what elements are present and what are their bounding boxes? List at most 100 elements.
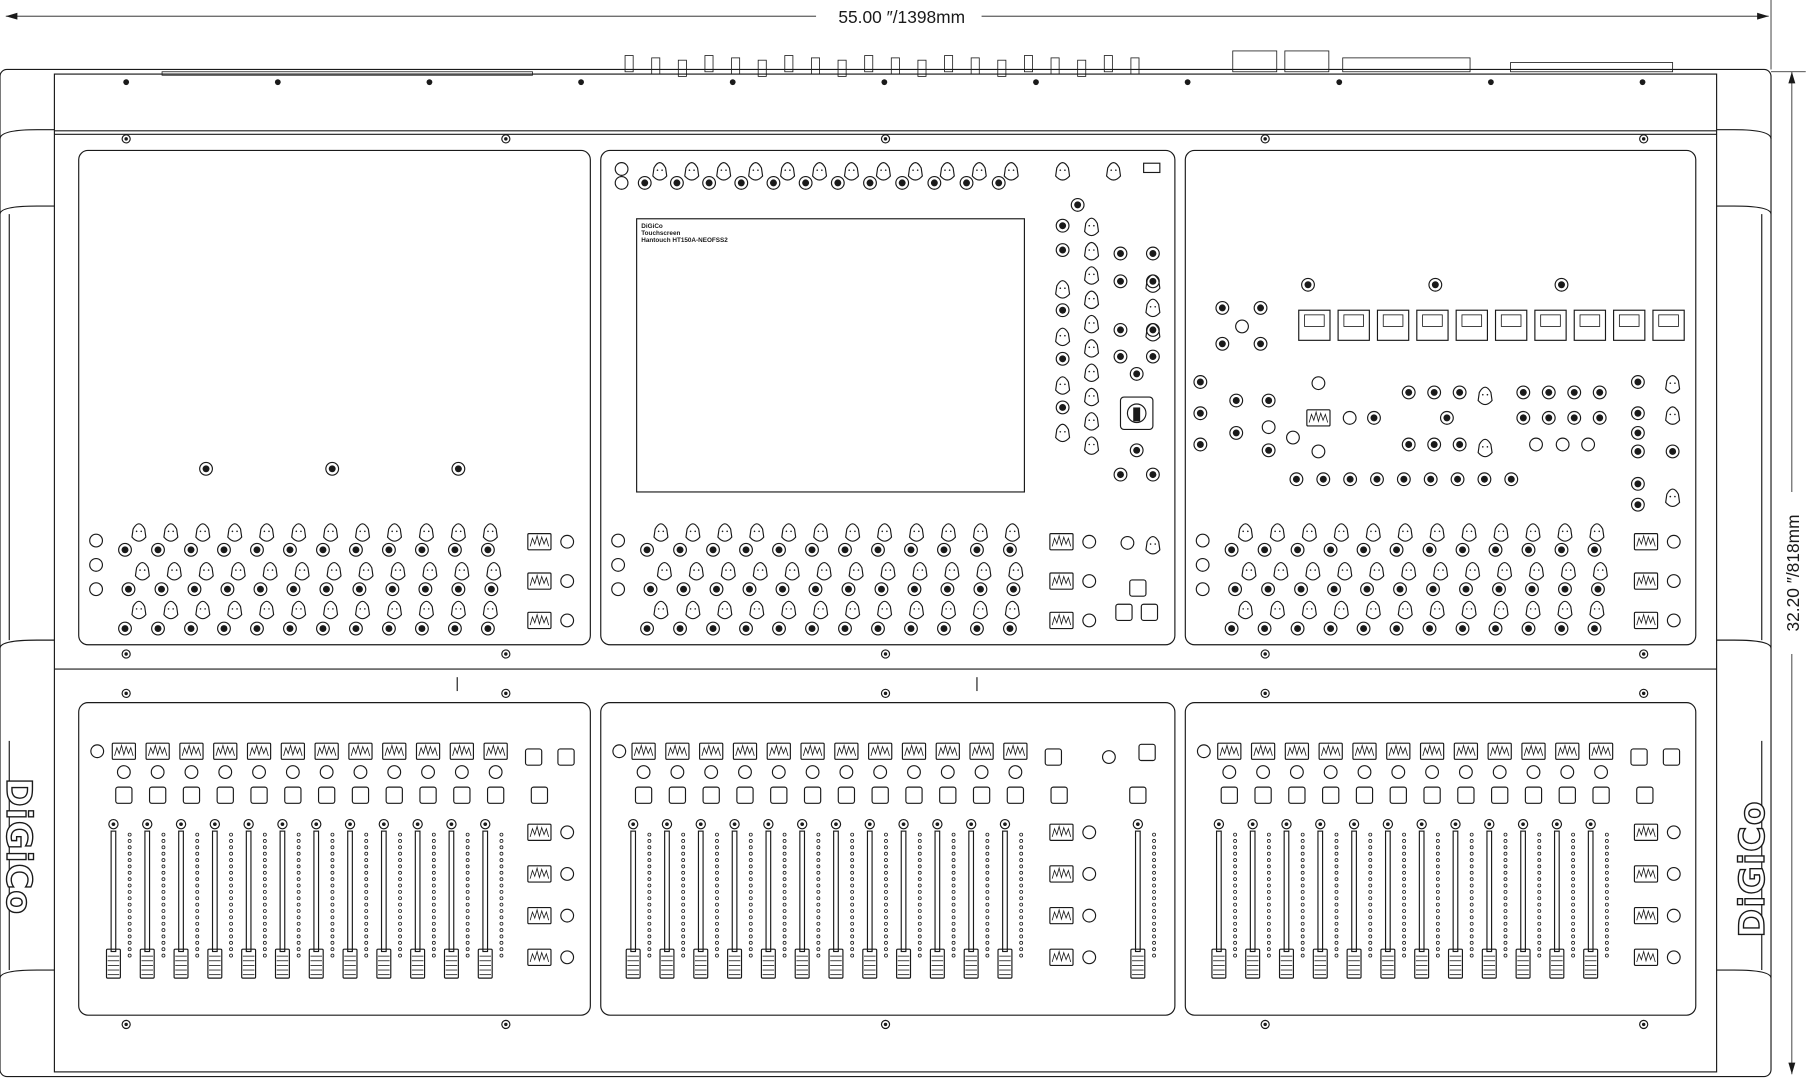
push-button[interactable] [286, 582, 301, 597]
rotary-encoder[interactable] [1525, 523, 1541, 542]
fader-cap-icon[interactable] [342, 948, 358, 979]
push-button[interactable] [709, 582, 724, 597]
push-button[interactable] [838, 621, 852, 636]
fader-cap-icon[interactable] [241, 948, 257, 979]
channel-fader[interactable] [342, 818, 369, 979]
square-button[interactable] [1558, 786, 1576, 804]
rotary-encoder[interactable] [780, 162, 796, 181]
round-button[interactable] [90, 744, 105, 759]
rotary-encoder[interactable] [1557, 600, 1573, 620]
rotary-encoder[interactable] [1301, 600, 1317, 620]
fader-cap-icon[interactable] [929, 948, 945, 979]
channel-fader[interactable] [896, 818, 922, 979]
square-button[interactable] [419, 786, 437, 804]
round-button[interactable] [560, 574, 575, 589]
push-button[interactable] [480, 621, 495, 636]
round-button[interactable] [1082, 534, 1097, 549]
push-button[interactable] [250, 621, 264, 636]
push-button[interactable] [838, 542, 852, 557]
push-button[interactable] [199, 461, 213, 476]
push-button[interactable] [414, 542, 429, 557]
square-button[interactable] [1115, 603, 1133, 622]
square-button[interactable] [1389, 786, 1407, 804]
push-button[interactable] [283, 542, 297, 557]
push-button[interactable] [1567, 410, 1582, 425]
square-button[interactable] [1138, 743, 1156, 762]
round-button[interactable] [771, 765, 786, 780]
push-button[interactable] [1215, 300, 1230, 315]
rotary-encoder[interactable] [1592, 562, 1608, 581]
rotary-encoder[interactable] [262, 562, 278, 581]
push-button[interactable] [1516, 410, 1531, 425]
channel-fader[interactable] [308, 818, 335, 979]
round-button[interactable] [1101, 750, 1116, 764]
round-button[interactable] [805, 765, 820, 780]
push-button[interactable] [1587, 621, 1602, 636]
push-button[interactable] [973, 582, 988, 597]
rotary-encoder[interactable] [358, 562, 374, 581]
round-button[interactable] [1560, 765, 1575, 780]
push-button[interactable] [970, 621, 984, 636]
rotary-encoder[interactable] [1083, 314, 1100, 334]
push-button[interactable] [640, 542, 655, 557]
rotary-encoder[interactable] [653, 523, 669, 542]
square-button[interactable] [1050, 786, 1068, 804]
push-button[interactable] [772, 621, 786, 636]
push-button[interactable] [1290, 621, 1305, 636]
push-button[interactable] [940, 582, 955, 597]
rotary-encoder[interactable] [1055, 376, 1071, 395]
push-button[interactable] [316, 542, 330, 557]
push-button[interactable] [805, 542, 819, 557]
push-button[interactable] [808, 582, 823, 597]
push-button[interactable] [1558, 582, 1572, 597]
round-button[interactable] [89, 557, 104, 572]
rotary-encoder[interactable] [386, 600, 403, 620]
rotary-encoder[interactable] [1083, 436, 1100, 455]
round-button[interactable] [670, 765, 685, 780]
rotary-encoder[interactable] [971, 162, 987, 181]
rotary-encoder[interactable] [752, 562, 768, 581]
push-button[interactable] [895, 175, 910, 190]
rotary-encoder[interactable] [1083, 217, 1100, 237]
push-button[interactable] [352, 582, 367, 597]
rotary-encoder[interactable] [227, 523, 243, 542]
rotary-encoder[interactable] [877, 600, 893, 620]
push-button[interactable] [1290, 542, 1305, 557]
square-button[interactable] [939, 786, 957, 804]
push-button[interactable] [1289, 472, 1304, 487]
round-button[interactable] [285, 765, 300, 780]
rotary-encoder[interactable] [1055, 423, 1071, 443]
round-button[interactable] [1256, 765, 1271, 780]
rotary-encoder[interactable] [1301, 523, 1317, 542]
push-button[interactable] [1488, 542, 1503, 557]
round-button[interactable] [1289, 765, 1304, 780]
rotary-encoder[interactable] [843, 162, 860, 181]
square-button[interactable] [530, 786, 549, 804]
push-button[interactable] [1488, 621, 1503, 636]
round-button[interactable] [1082, 908, 1097, 923]
rotary-encoder[interactable] [422, 562, 438, 581]
round-button[interactable] [488, 765, 503, 780]
push-button[interactable] [1401, 385, 1416, 400]
push-button[interactable] [1055, 303, 1070, 318]
push-button[interactable] [1113, 246, 1128, 261]
round-button[interactable] [704, 765, 719, 780]
rotary-encoder[interactable] [972, 600, 988, 620]
rotary-encoder[interactable] [875, 162, 891, 181]
square-button[interactable] [1288, 786, 1306, 804]
push-button[interactable] [1224, 542, 1239, 557]
channel-fader[interactable] [443, 818, 470, 979]
round-button[interactable] [1529, 437, 1543, 452]
push-button[interactable] [1055, 243, 1070, 257]
rotary-encoder[interactable] [845, 523, 861, 542]
channel-fader[interactable] [1515, 818, 1542, 979]
rotary-encoder[interactable] [684, 162, 700, 181]
push-button[interactable] [871, 621, 885, 636]
round-button[interactable] [940, 765, 955, 780]
rotary-encoder[interactable] [450, 523, 466, 542]
square-button[interactable] [1662, 748, 1681, 766]
channel-fader[interactable] [1130, 818, 1156, 979]
push-button[interactable] [643, 582, 658, 597]
round-button[interactable] [1666, 950, 1681, 965]
rotary-encoder[interactable] [912, 562, 928, 581]
